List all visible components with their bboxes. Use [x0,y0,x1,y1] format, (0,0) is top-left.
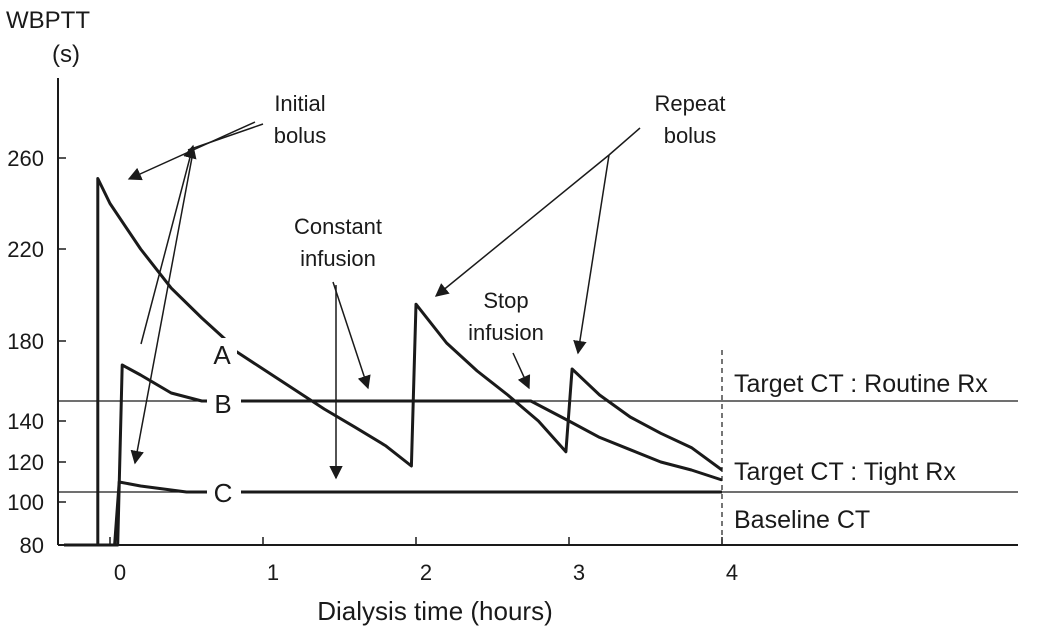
annotation-constant-infusion-2: infusion [300,246,376,271]
arrow-repeat-bolus-a [434,154,610,297]
curve-label-b: B [214,389,231,419]
series-line-b [64,363,723,547]
curve-label-b-halo [207,388,241,420]
series-group [64,177,723,547]
y-tick-label: 180 [7,329,44,354]
arrow-initial-bolus-stem [187,123,264,151]
y-tick-label: 120 [7,450,44,475]
ref-label-baseline: Baseline CT [734,506,870,534]
arrow-repeat-bolus-stem [608,127,641,156]
series-line-a [64,177,723,547]
curve-label-a-halo [207,338,237,370]
y-tick-label: 100 [7,490,44,515]
annotation-stop-infusion-2: infusion [468,320,544,345]
annotation-initial-bolus-1: Initial [274,91,325,116]
arrow-constant-infusion-a [332,281,371,390]
y-tick-label: 260 [7,146,44,171]
arrow-repeat-bolus-b [573,154,610,355]
y-axis-title-line-1: WBPTT [6,7,90,34]
x-tick-label: 2 [420,560,432,585]
curve-label-c: C [214,478,233,508]
annotation-repeat-bolus-2: bolus [664,123,717,148]
arrow-stop-infusion [512,352,531,390]
curve-label-a: A [213,340,231,370]
x-tick-label: 4 [726,560,738,585]
x-ticks: 0 1 2 3 4 [109,537,738,585]
y-tick-label: 220 [7,237,44,262]
annotation-repeat-bolus-1: Repeat [655,91,726,116]
annotation-constant-infusion-1: Constant [294,214,382,239]
y-ticks: 80 100 120 140 180 220 260 [7,146,66,558]
ref-label-routine: Target CT : Routine Rx [734,370,988,398]
y-tick-label: 140 [7,409,44,434]
curve-label-c-halo [207,478,241,508]
series-line-c [64,480,722,547]
y-axis-title-line-2: (s) [52,41,80,68]
x-tick-label: 3 [573,560,585,585]
annotation-stop-infusion-1: Stop [483,288,528,313]
y-tick-label: 80 [20,533,44,558]
annotation-initial-bolus-2: bolus [274,123,327,148]
x-tick-label: 1 [267,560,279,585]
arrow-initial-bolus-c [130,151,194,465]
x-axis-title: Dialysis time (hours) [317,596,553,626]
ref-label-tight: Target CT : Tight Rx [734,458,956,486]
arrow-initial-bolus-b [140,144,197,345]
x-tick-label: 0 [114,560,126,585]
